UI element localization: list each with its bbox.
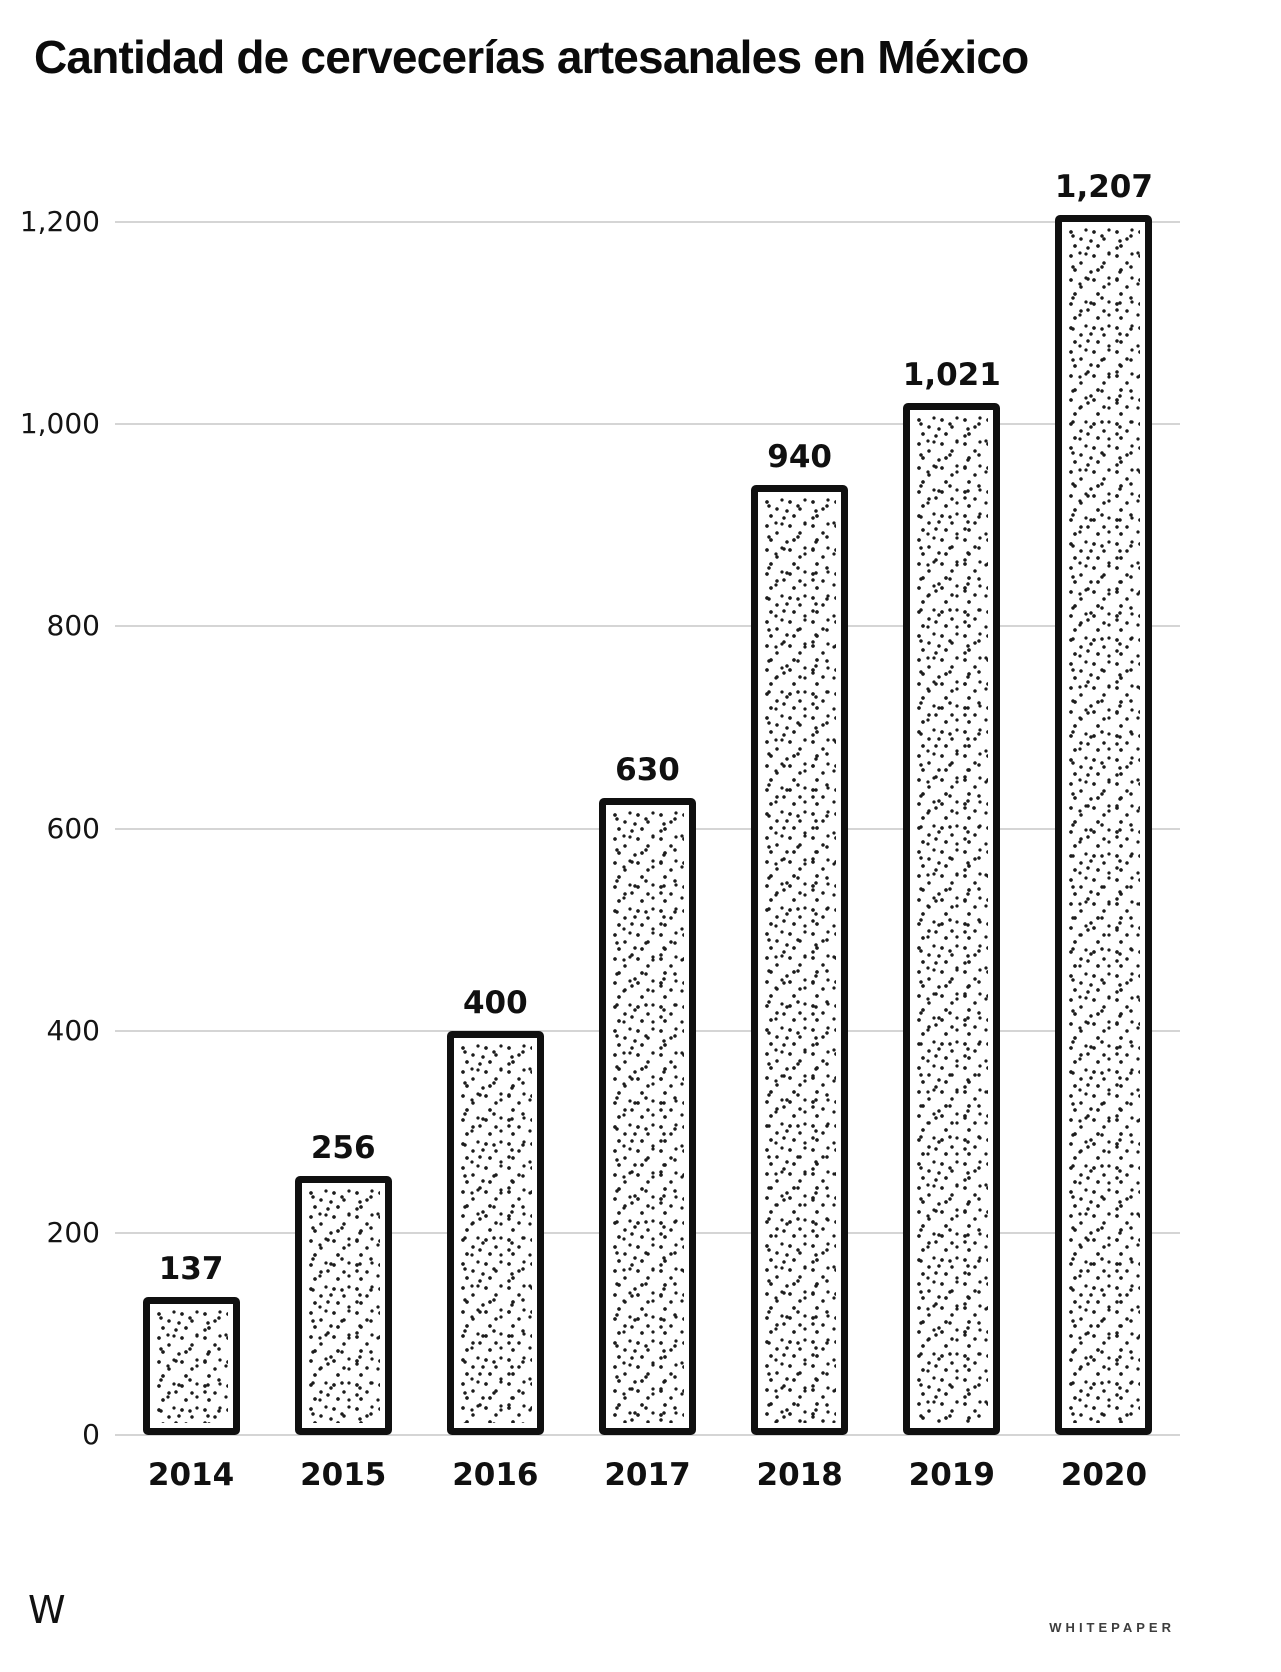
gridline [115, 221, 1180, 223]
bar-2020 [1055, 214, 1153, 1435]
y-axis-tick-label: 0 [82, 1418, 100, 1451]
gridline [115, 625, 1180, 628]
bar-value-label: 1,207 [1054, 168, 1153, 205]
bar-value-label: 940 [767, 438, 832, 475]
y-axis-tick-label: 400 [46, 1013, 100, 1047]
x-axis-tick-label: 2018 [756, 1457, 843, 1493]
brand-wordmark: WHITEPAPER [1049, 1620, 1175, 1635]
bar-fill-pattern [915, 414, 989, 1423]
bar-value-label: 137 [158, 1250, 224, 1287]
bar-fill-pattern [1067, 226, 1141, 1423]
bar-fill-pattern [611, 810, 684, 1423]
x-axis-tick-label: 2020 [1060, 1457, 1148, 1493]
bar-2014 [142, 1296, 240, 1435]
y-axis-tick-label: 1,200 [19, 205, 100, 238]
bar-fill-pattern [306, 1188, 380, 1423]
x-axis-tick-label: 2016 [452, 1457, 539, 1493]
y-axis-tick-label: 200 [46, 1215, 100, 1249]
gridline [115, 1434, 1180, 1436]
x-axis-tick-label: 2014 [147, 1457, 235, 1493]
bar-2017 [599, 798, 696, 1435]
x-axis-tick-label: 2017 [604, 1457, 691, 1493]
bar-value-label: 1,021 [902, 356, 1001, 393]
bar-fill-pattern [154, 1308, 228, 1423]
bar-2016 [446, 1030, 544, 1435]
gridline [115, 423, 1180, 426]
y-axis-tick-label: 800 [46, 609, 100, 643]
chart-title: Cantidad de cervecerías artesanales en M… [34, 31, 1029, 83]
whitepaper-logo: W [28, 1588, 66, 1632]
bar-fill-pattern [763, 496, 837, 1423]
bar-fill-pattern [458, 1042, 532, 1423]
bar-2018 [751, 484, 849, 1435]
bar-value-label: 400 [462, 984, 528, 1021]
bar-value-label: 630 [615, 752, 680, 789]
bar-2019 [903, 402, 1001, 1435]
x-axis-tick-label: 2019 [908, 1457, 995, 1493]
x-axis-tick-label: 2015 [300, 1457, 387, 1493]
bar-2015 [294, 1176, 392, 1435]
y-axis-tick-label: 1,000 [19, 407, 100, 441]
bar-value-label: 256 [310, 1130, 376, 1167]
y-axis-tick-label: 600 [46, 811, 100, 845]
